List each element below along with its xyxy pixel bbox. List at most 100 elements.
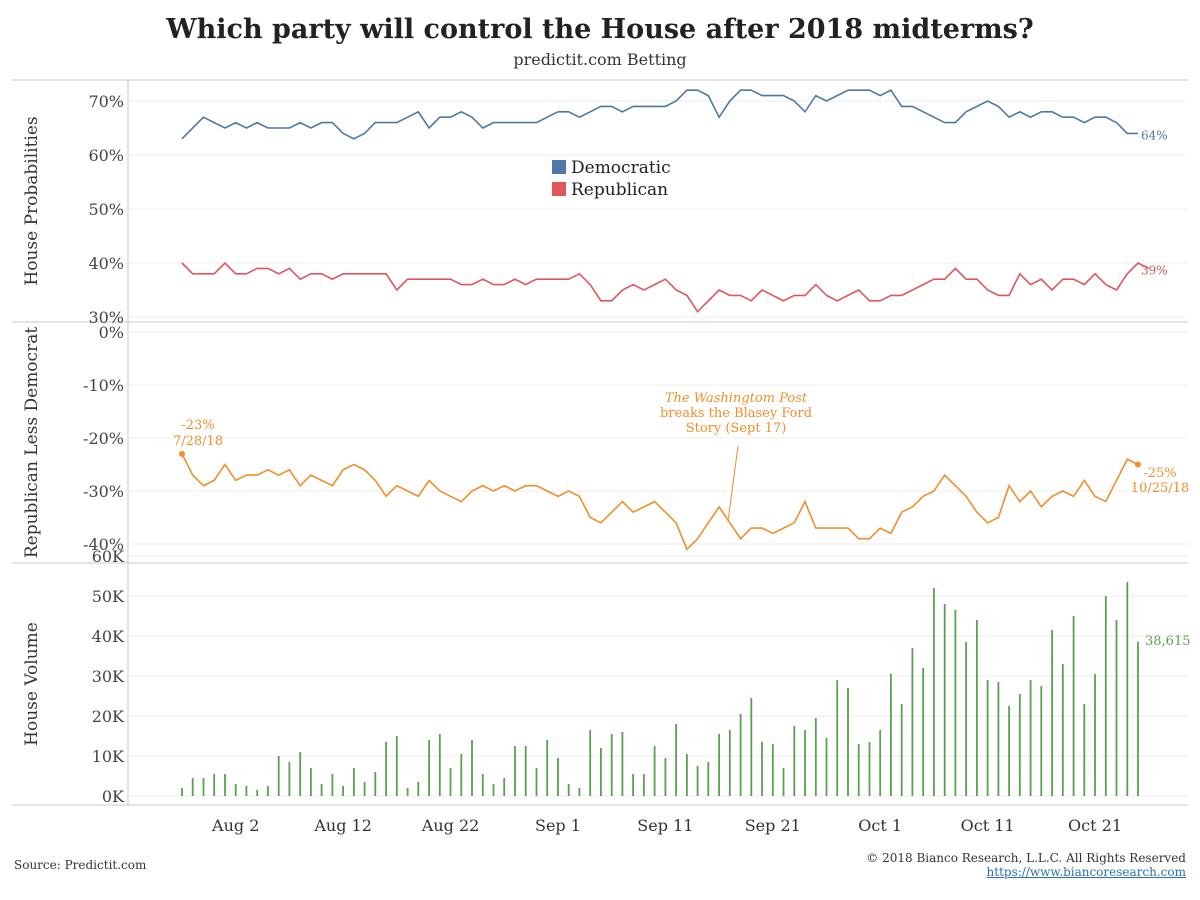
y-tick-label: -40%	[83, 535, 124, 554]
volume-bar	[438, 734, 441, 796]
x-tick-label: Sep 11	[637, 816, 693, 835]
volume-bar	[385, 742, 387, 796]
volume-bar	[793, 726, 796, 796]
volume-bar	[933, 588, 935, 796]
y-tick-label: 0K	[102, 787, 125, 806]
volume-bar	[728, 730, 731, 796]
chart-panel-1: House Probabilities 30% 40% 50% 60% 70%	[22, 92, 1188, 327]
y-axis-label: Republican Less Democrat	[22, 327, 42, 558]
y-tick-label: 60%	[88, 146, 124, 165]
volume-bar	[761, 742, 763, 796]
volume-bar	[718, 734, 720, 796]
volume-bar	[245, 786, 248, 796]
volume-bar	[417, 782, 420, 796]
volume-bar	[782, 768, 785, 796]
volume-bar	[739, 714, 742, 796]
volume-bar	[428, 740, 430, 796]
annotation-event-line2: breaks the Blasey Ford	[660, 406, 812, 421]
volume-bar	[664, 758, 667, 796]
volume-bar	[804, 730, 806, 796]
website-link[interactable]: https://www.biancoresearch.com	[986, 865, 1186, 879]
end-label-republican: 39%	[1141, 263, 1168, 277]
annotation-event-title: The Washingtom Post	[665, 391, 808, 406]
source-note: Source: Predictit.com	[14, 858, 147, 872]
volume-bar	[288, 762, 291, 796]
volume-bar	[514, 746, 516, 796]
end-label-democratic: 64%	[1141, 128, 1168, 142]
volume-bar	[331, 774, 334, 796]
volume-bar	[213, 774, 216, 796]
volume-bar	[460, 754, 463, 796]
volume-bar	[191, 778, 194, 796]
volume-bar	[610, 734, 613, 796]
volume-bar	[557, 758, 559, 796]
volume-bar	[1051, 630, 1053, 796]
volume-bar	[224, 774, 226, 796]
y-tick-label: 60K	[92, 547, 125, 566]
chart-title: Which party will control the House after…	[166, 14, 1034, 45]
volume-bar	[900, 704, 903, 796]
volume-bar	[202, 778, 205, 796]
series-line-democratic	[181, 89, 1138, 140]
volume-bar	[600, 748, 602, 796]
end-label-volume: 38,615	[1145, 634, 1191, 649]
volume-bar	[578, 788, 581, 796]
volume-bar	[503, 778, 506, 796]
volume-bar	[814, 718, 817, 796]
volume-bar	[653, 746, 656, 796]
y-tick-label: 40%	[88, 254, 124, 273]
volume-bar	[771, 744, 774, 796]
volume-bar	[997, 682, 1000, 796]
volume-bar	[234, 784, 237, 796]
volume-bar	[707, 762, 710, 796]
volume-bar	[879, 730, 882, 796]
start-point-marker	[179, 450, 185, 457]
x-tick-label: Oct 21	[1068, 816, 1122, 835]
annotation-start-date: 7/28/18	[173, 434, 223, 449]
volume-bar	[621, 732, 624, 796]
volume-bar	[976, 620, 978, 796]
y-tick-label: 20K	[92, 707, 125, 726]
copyright-text: © 2018 Bianco Research, L.L.C. All Right…	[866, 851, 1186, 865]
annotation-end-value: -25%	[1143, 466, 1176, 481]
volume-bar	[836, 680, 839, 796]
volume-bar	[1126, 582, 1129, 796]
volume-bar	[310, 768, 312, 796]
copyright-block: © 2018 Bianco Research, L.L.C. All Right…	[866, 851, 1186, 879]
volume-bar	[986, 680, 989, 796]
volume-bar	[1008, 706, 1010, 796]
x-tick-label: Aug 22	[421, 816, 480, 835]
volume-bar	[449, 768, 452, 796]
volume-bar	[1072, 616, 1075, 796]
x-tick-label: Sep 1	[535, 816, 581, 835]
y-tick-label: 30K	[92, 667, 125, 686]
annotation-event-pointer	[727, 445, 739, 522]
annotation-event-line3: Story (Sept 17)	[686, 421, 787, 436]
y-axis-label: House Probabilities	[22, 116, 42, 285]
series-line-republican	[181, 261, 1150, 313]
y-tick-label: 50%	[88, 200, 124, 219]
volume-bar	[943, 604, 946, 796]
volume-bar	[825, 738, 828, 796]
volume-bar	[181, 788, 183, 796]
volume-bar	[1083, 704, 1086, 796]
x-tick-label: Aug 12	[313, 816, 372, 835]
y-tick-label: 70%	[88, 92, 124, 111]
end-point-marker	[1135, 461, 1141, 468]
y-axis-label: House Volume	[22, 622, 42, 746]
volume-bar	[535, 768, 538, 796]
volume-bar	[857, 744, 860, 796]
volume-bar	[374, 772, 377, 796]
legend-swatch-republican	[552, 182, 566, 196]
x-tick-label: Oct 1	[858, 816, 902, 835]
y-tick-label: -30%	[83, 482, 124, 501]
x-tick-label: Aug 2	[211, 816, 259, 835]
y-tick-label: -20%	[83, 429, 124, 448]
volume-bar	[256, 790, 259, 796]
volume-bar	[1094, 674, 1096, 796]
volume-bar	[567, 784, 570, 796]
volume-bar	[1029, 680, 1032, 796]
volume-bar	[546, 740, 549, 796]
volume-bar	[589, 730, 592, 796]
volume-bar	[696, 766, 699, 796]
